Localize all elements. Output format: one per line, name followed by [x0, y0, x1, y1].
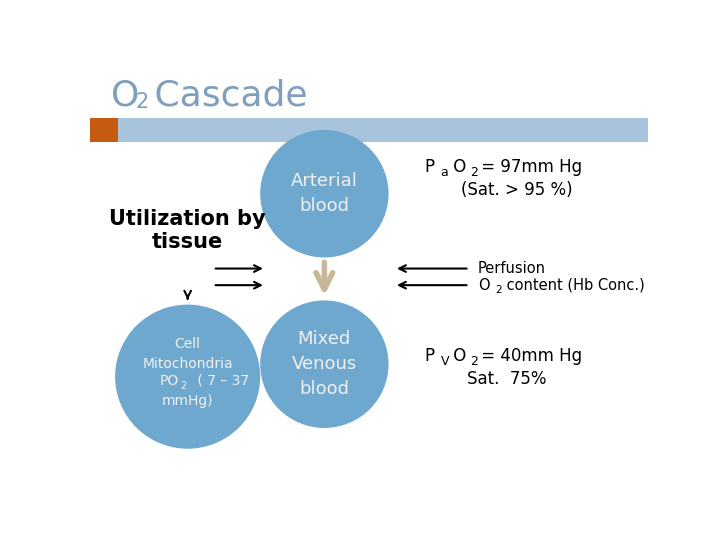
- Text: Arterial
blood: Arterial blood: [291, 172, 358, 215]
- Ellipse shape: [115, 305, 260, 449]
- Text: 2: 2: [181, 381, 186, 391]
- Text: O: O: [449, 158, 467, 176]
- Text: ( 7 – 37: ( 7 – 37: [193, 374, 249, 388]
- Text: P: P: [425, 347, 435, 365]
- Text: = 97mm Hg: = 97mm Hg: [476, 158, 582, 176]
- Ellipse shape: [260, 300, 389, 428]
- Text: = 40mm Hg: = 40mm Hg: [476, 347, 582, 365]
- Text: Perfusion: Perfusion: [478, 261, 546, 276]
- Bar: [90, 118, 648, 141]
- Text: content (Hb Conc.): content (Hb Conc.): [502, 278, 644, 293]
- Text: V: V: [441, 355, 449, 368]
- Bar: [90, 118, 118, 141]
- Ellipse shape: [260, 130, 389, 258]
- Text: 2: 2: [471, 355, 478, 368]
- Text: 2: 2: [471, 166, 478, 179]
- Text: Utilization by
tissue: Utilization by tissue: [109, 208, 266, 252]
- Text: 2: 2: [495, 285, 502, 295]
- Text: (Sat. > 95 %): (Sat. > 95 %): [461, 180, 572, 199]
- Text: O: O: [111, 79, 140, 113]
- Text: Mixed
Venous
blood: Mixed Venous blood: [292, 330, 357, 398]
- Text: O: O: [478, 278, 490, 293]
- Text: 2: 2: [136, 92, 149, 112]
- Text: Cascade: Cascade: [143, 79, 307, 113]
- Text: O: O: [449, 347, 467, 365]
- Text: mmHg): mmHg): [162, 394, 213, 408]
- Text: Cell
Mitochondria: Cell Mitochondria: [143, 337, 233, 370]
- Text: P: P: [425, 158, 435, 176]
- Text: Sat.  75%: Sat. 75%: [467, 370, 546, 388]
- Text: a: a: [441, 166, 448, 179]
- Text: PO: PO: [160, 374, 179, 388]
